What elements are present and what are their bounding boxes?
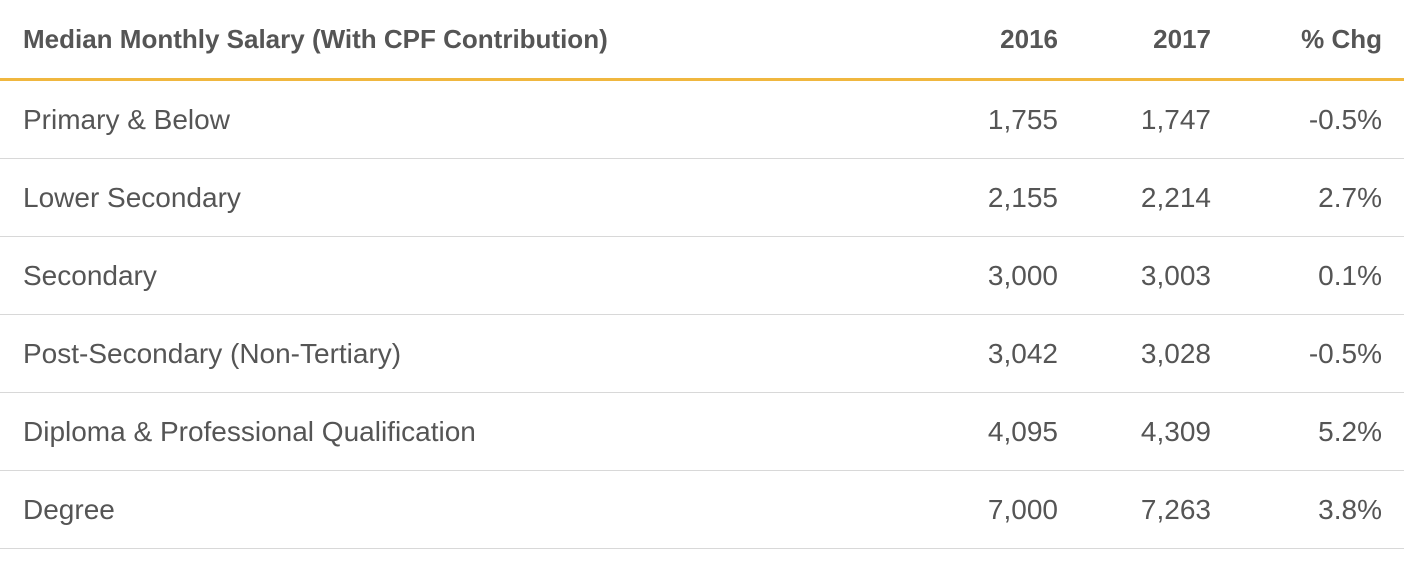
header-2017: 2017: [1058, 0, 1211, 81]
cell-2016: 4,095: [920, 392, 1058, 471]
table-row: Primary & Below 1,755 1,747 -0.5%: [0, 79, 1404, 159]
table-row: Diploma & Professional Qualification 4,0…: [0, 392, 1404, 471]
header-row: Median Monthly Salary (With CPF Contribu…: [0, 0, 1404, 81]
table-row: Post-Secondary (Non-Tertiary) 3,042 3,02…: [0, 314, 1404, 393]
table-header: Median Monthly Salary (With CPF Contribu…: [0, 0, 1404, 81]
cell-2017: 7,263: [1058, 470, 1211, 549]
row-label: Lower Secondary: [0, 158, 920, 237]
row-label: Diploma & Professional Qualification: [0, 392, 920, 471]
table-body: Primary & Below 1,755 1,747 -0.5% Lower …: [0, 79, 1404, 549]
row-label: Degree: [0, 470, 920, 549]
cell-2017: 2,214: [1058, 158, 1211, 237]
salary-table-container: Median Monthly Salary (With CPF Contribu…: [0, 0, 1404, 549]
salary-table: Median Monthly Salary (With CPF Contribu…: [0, 0, 1404, 549]
row-label: Post-Secondary (Non-Tertiary): [0, 314, 920, 393]
header-label: Median Monthly Salary (With CPF Contribu…: [0, 0, 920, 81]
cell-pct-change: -0.5%: [1211, 314, 1404, 393]
table-row: Lower Secondary 2,155 2,214 2.7%: [0, 158, 1404, 237]
cell-2017: 3,003: [1058, 236, 1211, 315]
cell-2017: 1,747: [1058, 79, 1211, 159]
cell-2016: 7,000: [920, 470, 1058, 549]
cell-pct-change: 0.1%: [1211, 236, 1404, 315]
cell-pct-change: 5.2%: [1211, 392, 1404, 471]
row-label: Primary & Below: [0, 79, 920, 159]
cell-pct-change: -0.5%: [1211, 79, 1404, 159]
header-pct-change: % Chg: [1211, 0, 1404, 81]
cell-2017: 4,309: [1058, 392, 1211, 471]
cell-pct-change: 3.8%: [1211, 470, 1404, 549]
cell-2016: 2,155: [920, 158, 1058, 237]
cell-pct-change: 2.7%: [1211, 158, 1404, 237]
cell-2016: 3,042: [920, 314, 1058, 393]
table-row: Secondary 3,000 3,003 0.1%: [0, 236, 1404, 315]
cell-2016: 1,755: [920, 79, 1058, 159]
cell-2016: 3,000: [920, 236, 1058, 315]
header-2016: 2016: [920, 0, 1058, 81]
cell-2017: 3,028: [1058, 314, 1211, 393]
table-row: Degree 7,000 7,263 3.8%: [0, 470, 1404, 549]
row-label: Secondary: [0, 236, 920, 315]
